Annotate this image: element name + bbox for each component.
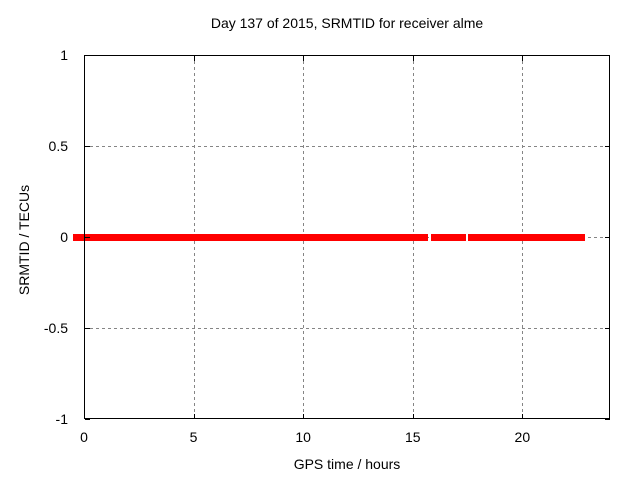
data-series-segment [73,233,429,241]
x-tick-top [193,56,195,61]
y-tick-label: 0.5 [48,138,68,154]
x-tick-label: 20 [514,429,531,445]
y-tick-right [605,419,610,420]
chart-title: Day 137 of 2015, SRMTID for receiver alm… [210,15,484,31]
x-tick-top [303,56,305,61]
x-tick-top [84,56,85,61]
data-series-segment [430,233,466,241]
x-tick-bottom [193,414,195,419]
y-gridline [84,146,610,147]
y-tick-left [85,419,90,420]
y-tick-label: -0.5 [43,320,68,336]
x-tick-top [522,56,524,61]
y-tick-label: 0 [60,229,68,245]
y-tick-label: 1 [60,47,68,63]
y-tick-left [85,237,90,238]
y-tick-right [605,237,610,238]
plot-area-border [84,55,610,419]
x-tick-bottom [412,414,414,419]
y-tick-right [605,146,610,147]
y-tick-right [605,328,610,329]
x-tick-label: 0 [80,429,88,445]
y-gridline [84,328,610,329]
x-tick-label: 10 [295,429,311,445]
y-tick-right [605,55,610,56]
y-tick-left [85,55,90,56]
x-tick-bottom [303,414,305,419]
x-tick-label: 15 [404,429,421,445]
data-series-segment [468,233,585,241]
y-tick-left [85,146,90,147]
x-tick-label: 5 [189,429,198,445]
x-axis-label: GPS time / hours [293,456,401,472]
x-tick-bottom [84,414,85,419]
x-tick-bottom [522,414,524,419]
y-tick-left [85,328,90,329]
x-tick-top [412,56,414,61]
y-tick-label: -1 [55,411,68,427]
